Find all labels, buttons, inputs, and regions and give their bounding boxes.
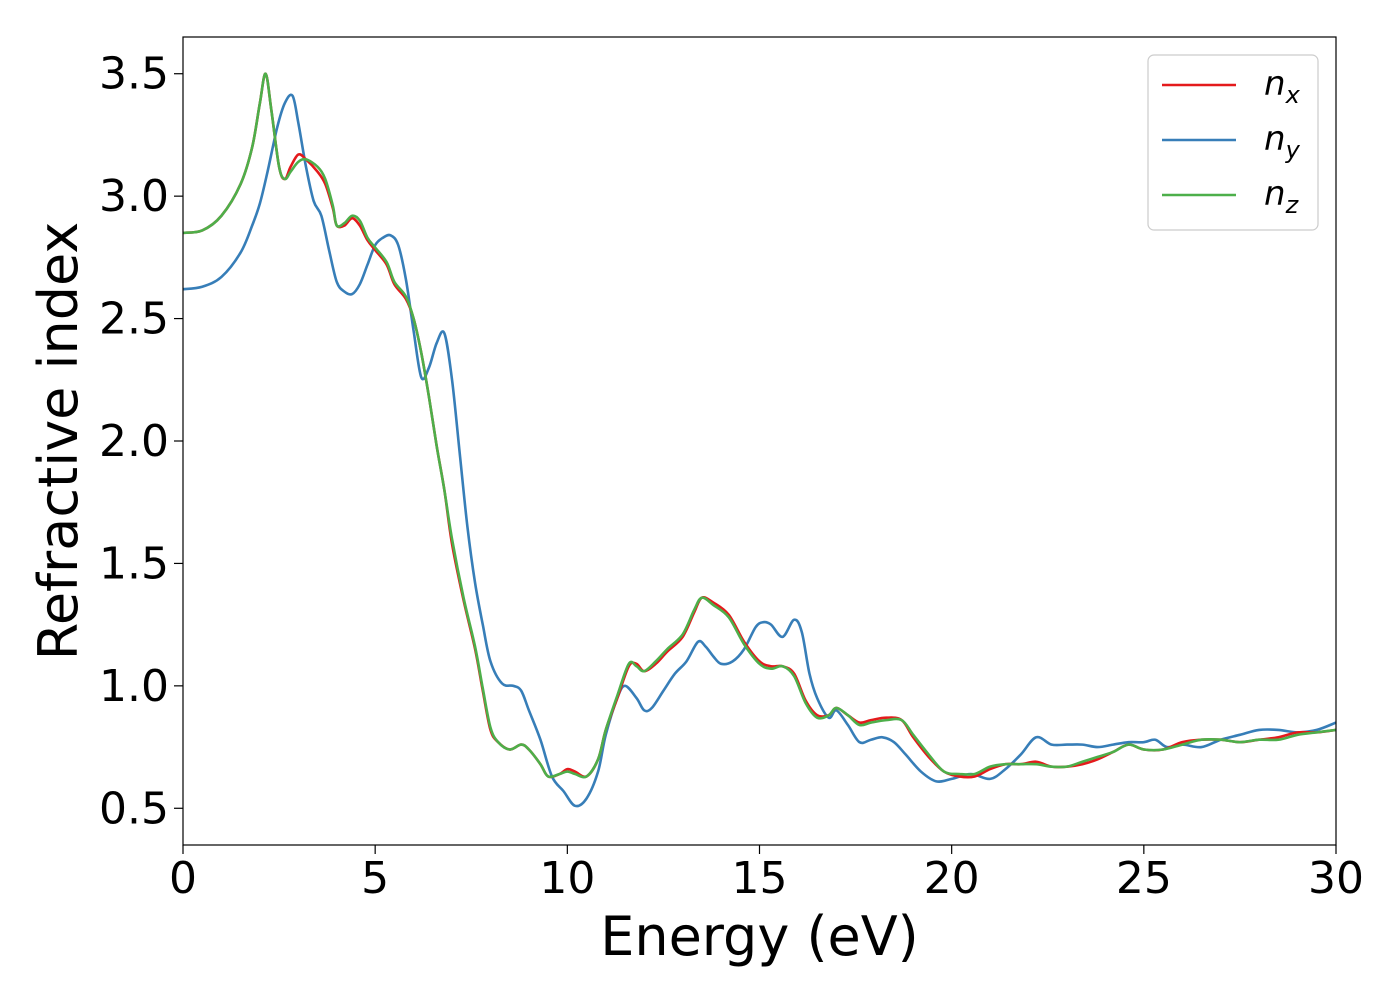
y-tick-label: 0.5 <box>99 783 169 834</box>
series-line-nz <box>183 72 1336 779</box>
x-tick-label: 20 <box>924 853 980 904</box>
legend-box <box>1147 54 1319 231</box>
x-axis-title: Energy (eV) <box>600 905 919 968</box>
y-axis: 0.5 1.0 1.5 2.0 2.5 3.0 3.5 <box>99 49 183 834</box>
y-tick-label: 2.5 <box>99 294 169 345</box>
x-tick-label: 10 <box>539 853 595 904</box>
series-layer <box>183 72 1336 808</box>
legend-subscript: x <box>1285 81 1301 109</box>
y-tick-label: 3.5 <box>99 49 169 100</box>
y-tick-label: 3.0 <box>99 171 169 222</box>
y-axis-title: Refractive index <box>27 222 90 661</box>
series-line-ny <box>183 93 1336 808</box>
x-tick-label: 5 <box>361 853 389 904</box>
x-tick-label: 0 <box>169 853 197 904</box>
y-tick-label: 1.5 <box>99 538 169 589</box>
legend-label-nz: nz <box>1264 174 1300 219</box>
y-tick-label: 1.0 <box>99 661 169 712</box>
legend-subscript: y <box>1285 136 1301 164</box>
x-axis: 0 5 10 15 20 25 30 <box>169 845 1364 904</box>
x-tick-label: 15 <box>732 853 788 904</box>
legend-subscript: z <box>1285 191 1300 219</box>
y-tick-label: 2.0 <box>99 416 169 467</box>
x-tick-label: 25 <box>1116 853 1172 904</box>
x-tick-label: 30 <box>1308 853 1364 904</box>
